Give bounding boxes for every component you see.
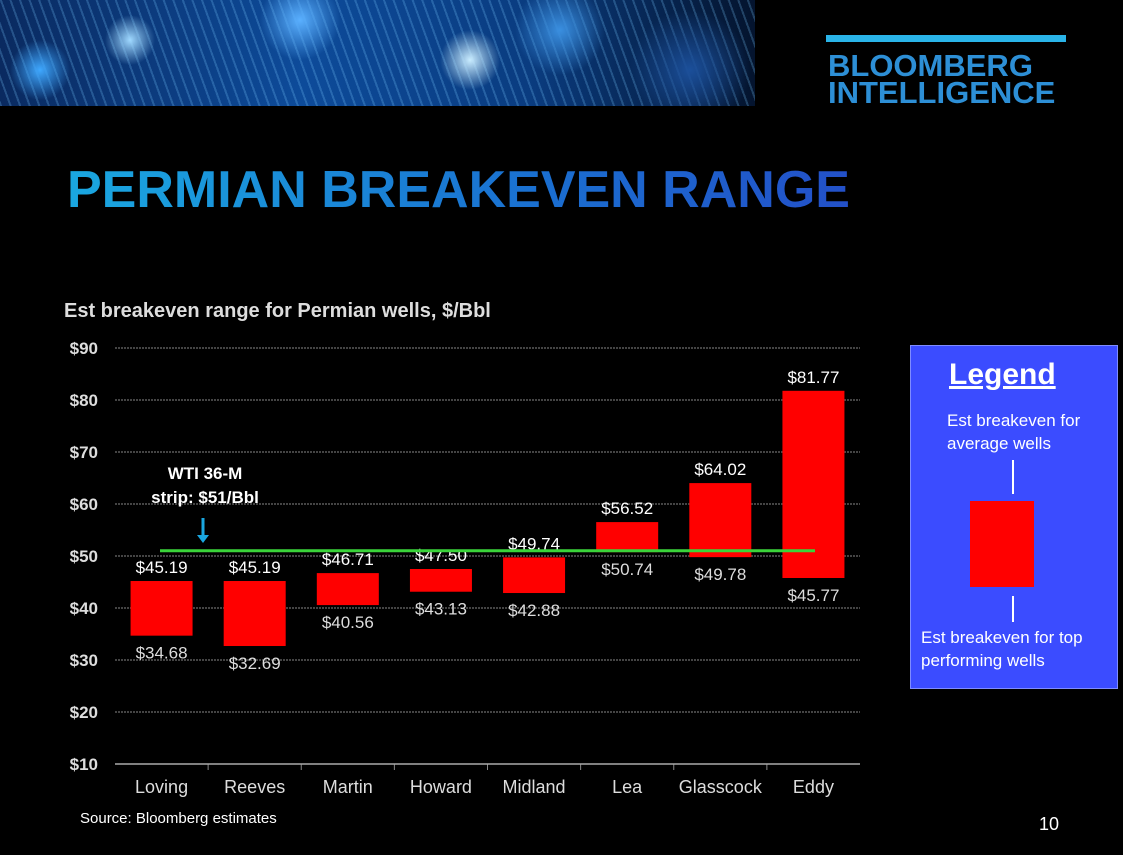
range-bar	[316, 573, 379, 606]
low-value-label: $43.13	[415, 600, 467, 619]
wti-annotation: WTI 36-M strip: $51/Bbl	[130, 462, 280, 510]
x-tick-label: Lea	[612, 777, 643, 797]
x-tick-label: Howard	[410, 777, 472, 797]
banner-image	[0, 0, 755, 106]
legend-panel: Legend Est breakeven for average wells E…	[910, 345, 1118, 689]
y-tick-label: $60	[70, 495, 98, 514]
range-bar	[689, 483, 752, 558]
chart-title: Est breakeven range for Permian wells, $…	[64, 300, 491, 322]
high-value-label: $81.77	[787, 368, 839, 387]
legend-bar-swatch	[970, 501, 1034, 587]
y-tick-label: $30	[70, 651, 98, 670]
range-bar	[409, 569, 472, 592]
source-note: Source: Bloomberg estimates	[80, 810, 277, 827]
low-value-label: $49.78	[694, 565, 746, 584]
legend-title: Legend	[949, 358, 1056, 391]
low-value-label: $32.69	[229, 654, 281, 673]
high-value-label: $46.71	[322, 550, 374, 569]
x-tick-label: Midland	[503, 777, 566, 797]
low-value-label: $40.56	[322, 613, 374, 632]
arrow-down-icon	[1012, 460, 1014, 494]
y-tick-label: $70	[70, 443, 98, 462]
x-tick-label: Reeves	[224, 777, 285, 797]
arrow-head	[197, 535, 209, 543]
range-bar	[596, 522, 659, 553]
range-bar	[782, 390, 845, 578]
y-tick-label: $40	[70, 599, 98, 618]
logo-line1: BLOOMBERG	[828, 48, 1033, 83]
y-tick-label: $50	[70, 547, 98, 566]
high-value-label: $45.19	[136, 558, 188, 577]
low-value-label: $45.77	[787, 586, 839, 605]
logo-line2: INTELLIGENCE	[828, 75, 1056, 110]
logo-bar	[826, 35, 1066, 42]
y-tick-label: $80	[70, 391, 98, 410]
bloomberg-intelligence-logo: BLOOMBERG INTELLIGENCE	[828, 48, 1056, 110]
range-bar	[503, 557, 566, 594]
page-title: PERMIAN BREAKEVEN RANGE	[67, 161, 850, 219]
x-tick-label: Glasscock	[679, 777, 763, 797]
y-tick-label: $20	[70, 703, 98, 722]
legend-top-label: Est breakeven for top performing wells	[921, 628, 1083, 670]
y-tick-label: $10	[70, 755, 98, 774]
range-bar	[130, 581, 193, 636]
x-tick-label: Eddy	[793, 777, 834, 797]
wti-line2: strip: $51/Bbl	[151, 488, 259, 507]
arrow-up-icon	[1012, 596, 1014, 622]
high-value-label: $56.52	[601, 499, 653, 518]
x-tick-label: Martin	[323, 777, 373, 797]
range-bar	[223, 581, 286, 647]
low-value-label: $50.74	[601, 560, 653, 579]
low-value-label: $34.68	[136, 644, 188, 663]
high-value-label: $64.02	[694, 460, 746, 479]
x-tick-label: Loving	[135, 777, 188, 797]
high-value-label: $49.74	[508, 534, 560, 553]
page-number: 10	[1039, 814, 1060, 834]
low-value-label: $42.88	[508, 601, 560, 620]
high-value-label: $45.19	[229, 558, 281, 577]
wti-line1: WTI 36-M	[167, 464, 243, 483]
legend-average-label: Est breakeven for average wells	[947, 411, 1081, 453]
high-value-label: $47.50	[415, 546, 467, 565]
y-tick-label: $90	[70, 339, 98, 358]
